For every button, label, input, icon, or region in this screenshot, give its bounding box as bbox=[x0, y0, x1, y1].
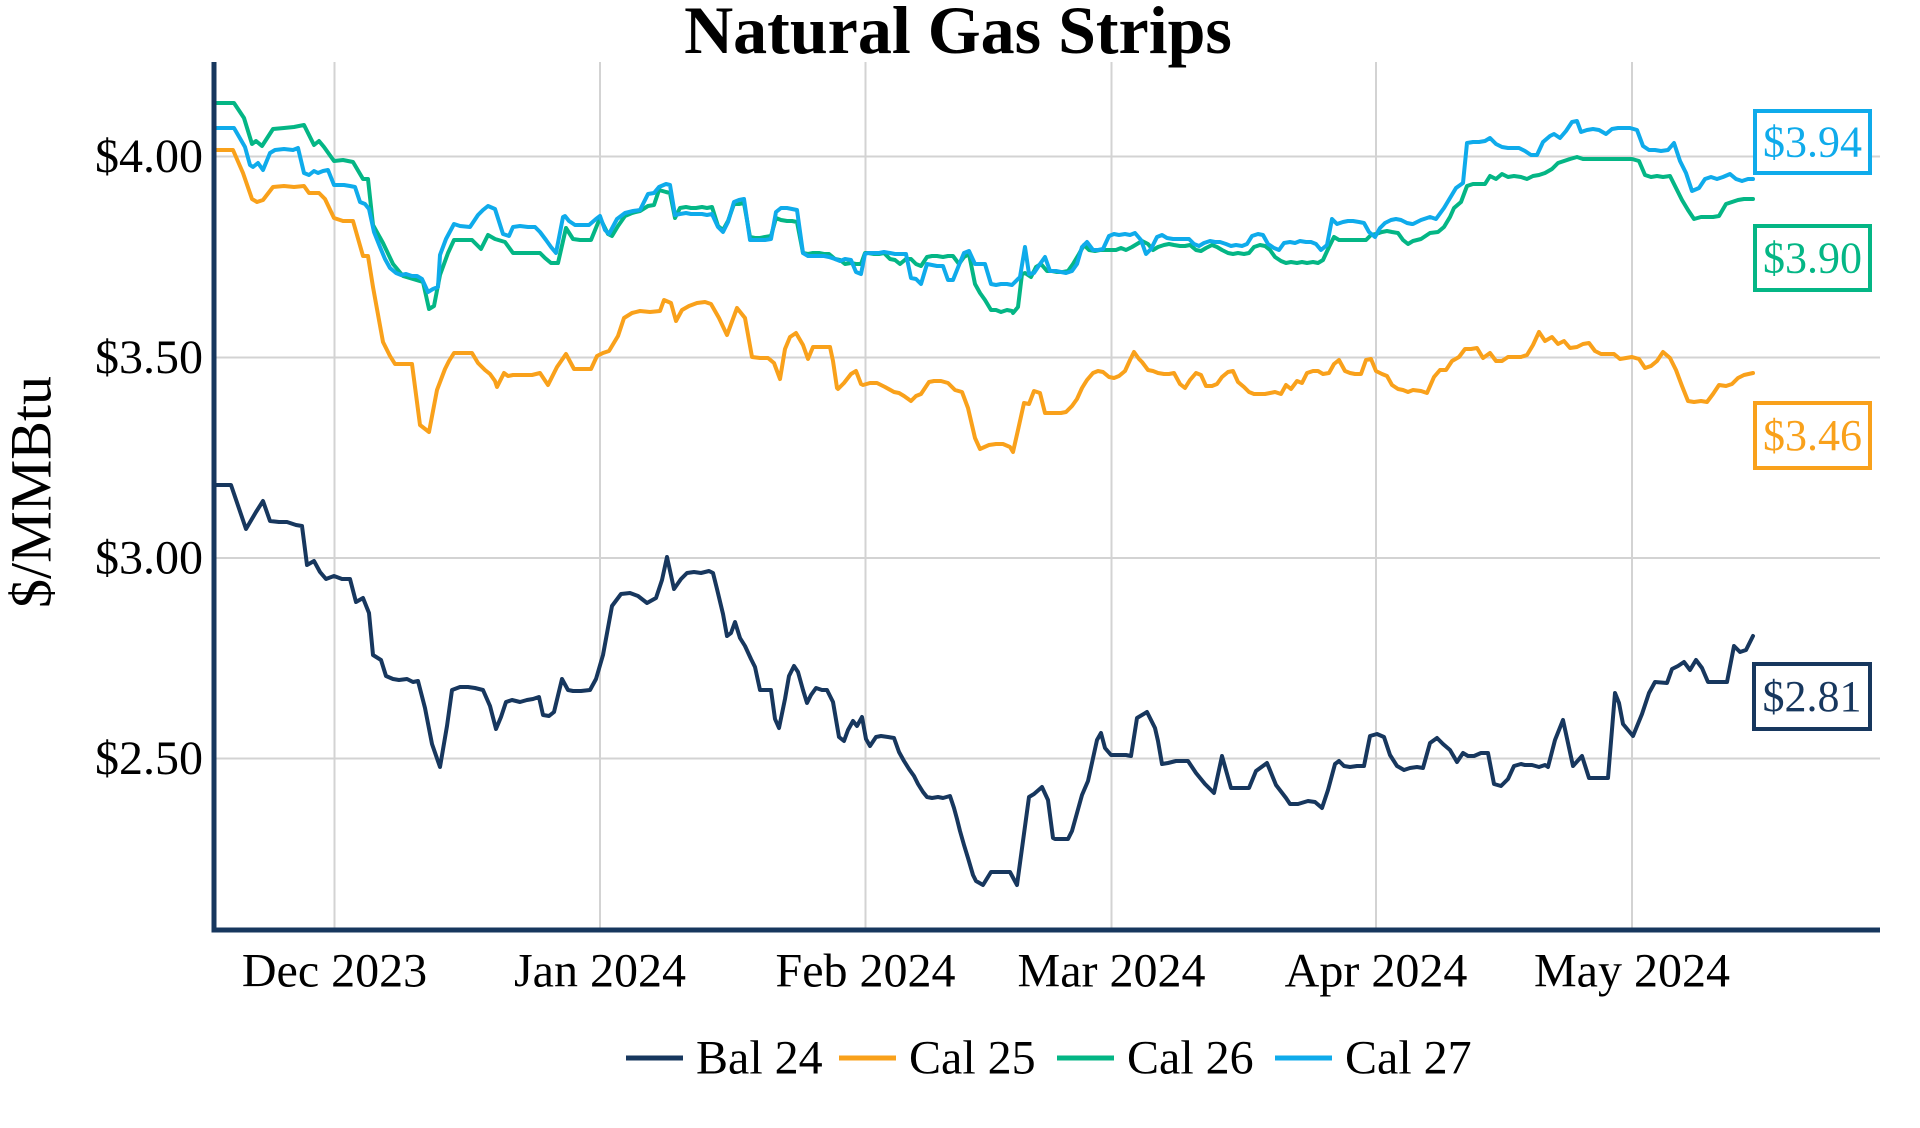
svg-text:Feb 2024: Feb 2024 bbox=[776, 945, 956, 998]
svg-text:Cal 26: Cal 26 bbox=[1127, 1032, 1254, 1085]
svg-text:Mar 2024: Mar 2024 bbox=[1018, 945, 1206, 998]
svg-text:$3.50: $3.50 bbox=[95, 331, 203, 384]
svg-text:$3.90: $3.90 bbox=[1763, 234, 1862, 283]
svg-text:Cal 25: Cal 25 bbox=[909, 1032, 1036, 1085]
svg-text:Jan 2024: Jan 2024 bbox=[514, 945, 686, 998]
svg-text:$2.81: $2.81 bbox=[1763, 672, 1862, 721]
svg-text:Natural Gas Strips: Natural Gas Strips bbox=[684, 0, 1232, 68]
svg-text:$4.00: $4.00 bbox=[95, 130, 203, 183]
svg-text:Bal 24: Bal 24 bbox=[696, 1032, 823, 1085]
svg-text:Dec 2023: Dec 2023 bbox=[242, 945, 427, 998]
svg-text:$/MMBtu: $/MMBtu bbox=[0, 376, 64, 608]
svg-text:May 2024: May 2024 bbox=[1534, 945, 1730, 998]
svg-text:Apr 2024: Apr 2024 bbox=[1285, 945, 1468, 998]
svg-text:$3.46: $3.46 bbox=[1763, 411, 1862, 460]
svg-text:$2.50: $2.50 bbox=[95, 732, 203, 785]
svg-text:$3.94: $3.94 bbox=[1763, 118, 1862, 167]
svg-text:Cal 27: Cal 27 bbox=[1345, 1032, 1472, 1085]
svg-text:$3.00: $3.00 bbox=[95, 532, 203, 585]
